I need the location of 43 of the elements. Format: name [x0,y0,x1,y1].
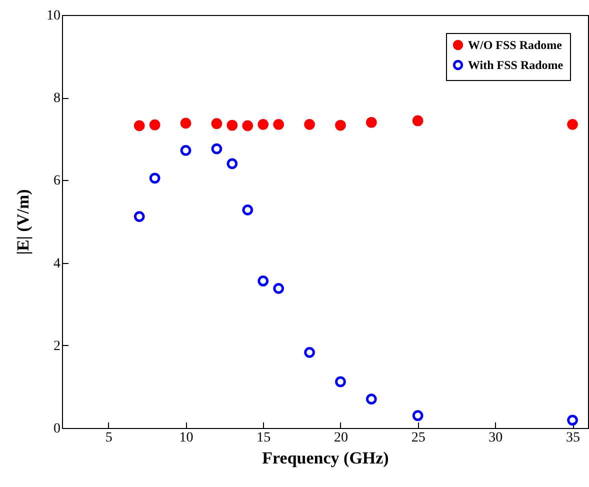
point [134,120,145,132]
point [304,346,315,358]
point [412,410,424,422]
point [412,115,424,126]
point [134,211,145,222]
point [273,119,284,130]
x-tick-label: 10 [179,430,194,446]
point [366,116,377,128]
point [180,145,192,156]
point [226,120,238,131]
x-tick-label: 25 [411,430,426,446]
legend-label: With FSS Radome [468,58,564,72]
point [211,118,222,130]
point [226,158,238,170]
x-tick-label: 35 [566,430,580,446]
y-tick-label: 2 [54,338,60,354]
x-tick-label: 15 [256,430,271,446]
legend-label: W/O FSS Radome [468,38,563,52]
point [149,172,160,184]
point [304,119,315,130]
x-tick-label: 20 [334,430,348,446]
point [567,119,578,130]
point [242,204,254,216]
y-tick-label: 6 [54,174,60,189]
point [366,394,377,405]
point [149,119,160,130]
point [335,120,346,131]
y-tick-label: 0 [54,422,60,436]
y-tick-label: 10 [46,8,60,24]
point [258,119,269,130]
y-tick-label: 4 [54,256,60,272]
y-axis-title: |E| (V/m) [14,189,32,255]
point [211,143,222,154]
point [273,282,284,294]
x-tick-label: 5 [105,430,112,446]
x-tick-label: 30 [488,430,503,446]
point [180,118,192,129]
x-axis-title: Frequency (GHz) [262,448,389,468]
point [258,276,269,286]
y-tick-label: 8 [54,91,60,106]
point [567,414,578,426]
point [242,120,254,132]
point [335,376,346,388]
